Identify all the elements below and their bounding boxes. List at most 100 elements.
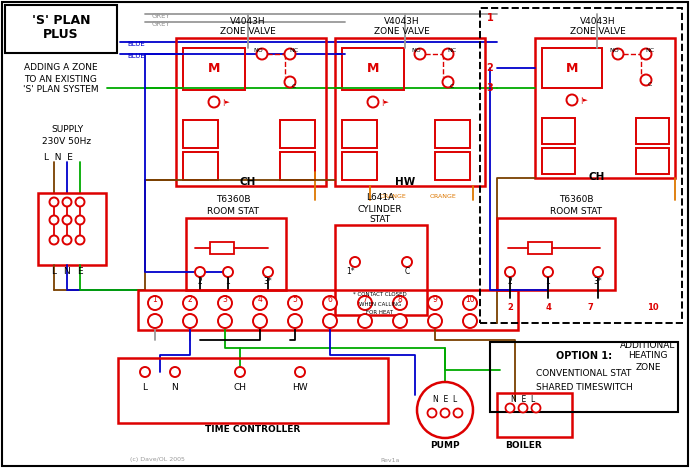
Circle shape <box>428 314 442 328</box>
Circle shape <box>518 403 527 412</box>
Bar <box>5 5 117 53</box>
Text: BLUE: BLUE <box>127 53 145 59</box>
Text: HW: HW <box>395 177 415 187</box>
Circle shape <box>442 76 453 88</box>
Text: 1: 1 <box>226 277 230 285</box>
Circle shape <box>183 314 197 328</box>
Text: C: C <box>292 85 296 89</box>
Circle shape <box>402 257 412 267</box>
Circle shape <box>323 314 337 328</box>
Text: 9: 9 <box>433 294 437 304</box>
Text: SUPPLY: SUPPLY <box>51 125 83 134</box>
Text: 8: 8 <box>397 294 402 304</box>
Text: CH: CH <box>589 172 605 182</box>
Circle shape <box>183 296 197 310</box>
Text: HW: HW <box>292 383 308 393</box>
Circle shape <box>63 235 72 244</box>
Text: 230V 50Hz: 230V 50Hz <box>43 137 92 146</box>
Circle shape <box>170 367 180 377</box>
Circle shape <box>63 215 72 225</box>
Circle shape <box>463 314 477 328</box>
Circle shape <box>613 49 624 59</box>
Text: L  N  E: L N E <box>43 153 72 161</box>
Circle shape <box>75 215 84 225</box>
Text: 1: 1 <box>486 13 493 23</box>
Text: 2: 2 <box>508 277 513 285</box>
Text: (c) Dave/OL 2005: (c) Dave/OL 2005 <box>130 458 185 462</box>
Text: E: E <box>77 268 83 277</box>
Text: 3: 3 <box>486 83 493 93</box>
Text: V4043H: V4043H <box>230 17 266 27</box>
Text: M: M <box>367 63 380 75</box>
Circle shape <box>393 314 407 328</box>
Circle shape <box>295 367 305 377</box>
Text: BOILER: BOILER <box>504 440 542 449</box>
Text: N: N <box>172 383 179 393</box>
Circle shape <box>288 296 302 310</box>
Text: 6: 6 <box>328 294 333 304</box>
Text: ROOM STAT: ROOM STAT <box>207 206 259 215</box>
Bar <box>183 48 245 90</box>
Circle shape <box>284 76 295 88</box>
Bar <box>542 48 602 88</box>
Text: SHARED TIMESWITCH: SHARED TIMESWITCH <box>535 383 632 393</box>
Text: * CONTACT CLOSED: * CONTACT CLOSED <box>353 292 407 298</box>
Circle shape <box>593 267 603 277</box>
Circle shape <box>640 49 651 59</box>
Text: |►: |► <box>381 98 389 105</box>
Text: ORANGE: ORANGE <box>430 193 457 198</box>
Circle shape <box>640 74 651 86</box>
Text: 1*: 1* <box>346 266 355 276</box>
Circle shape <box>263 267 273 277</box>
Circle shape <box>323 296 337 310</box>
Circle shape <box>63 197 72 206</box>
Bar <box>480 8 682 323</box>
Text: PUMP: PUMP <box>430 440 460 449</box>
Text: 7: 7 <box>362 294 368 304</box>
Circle shape <box>140 367 150 377</box>
Bar <box>38 193 106 265</box>
Text: BLUE: BLUE <box>127 41 145 47</box>
Circle shape <box>50 197 59 206</box>
Bar <box>528 242 552 254</box>
Text: T6360B: T6360B <box>559 196 593 205</box>
Circle shape <box>148 296 162 310</box>
Circle shape <box>75 235 84 244</box>
Bar <box>542 148 575 174</box>
Text: ZONE VALVE: ZONE VALVE <box>374 28 430 37</box>
Text: 2: 2 <box>486 63 493 73</box>
Circle shape <box>208 96 219 108</box>
Circle shape <box>218 296 232 310</box>
Text: ADDITIONAL: ADDITIONAL <box>620 341 676 350</box>
Bar <box>342 120 377 148</box>
Text: 3: 3 <box>223 294 228 304</box>
Text: N: N <box>63 268 70 277</box>
Circle shape <box>415 49 426 59</box>
Bar <box>342 152 377 180</box>
Text: ZONE VALVE: ZONE VALVE <box>220 28 276 37</box>
Text: OPTION 1:: OPTION 1: <box>556 351 612 361</box>
Bar <box>435 152 470 180</box>
Text: 3*: 3* <box>593 277 602 285</box>
Text: ADDING A ZONE: ADDING A ZONE <box>24 64 98 73</box>
Bar <box>535 38 675 178</box>
Text: 4: 4 <box>257 294 262 304</box>
Bar <box>280 120 315 148</box>
Circle shape <box>148 314 162 328</box>
Circle shape <box>506 403 515 412</box>
Text: 2: 2 <box>197 277 202 285</box>
Circle shape <box>235 367 245 377</box>
Text: WHEN CALLING: WHEN CALLING <box>359 301 401 307</box>
Circle shape <box>195 267 205 277</box>
Circle shape <box>218 314 232 328</box>
Text: 1: 1 <box>152 294 157 304</box>
Bar <box>490 342 678 412</box>
Text: 'S' PLAN SYSTEM: 'S' PLAN SYSTEM <box>23 86 99 95</box>
Circle shape <box>417 382 473 438</box>
Text: CONVENTIONAL STAT: CONVENTIONAL STAT <box>536 370 631 379</box>
Circle shape <box>358 314 372 328</box>
Text: CYLINDER: CYLINDER <box>357 205 402 213</box>
Bar <box>183 152 218 180</box>
Text: L641A: L641A <box>366 193 394 203</box>
Text: 2: 2 <box>188 294 193 304</box>
